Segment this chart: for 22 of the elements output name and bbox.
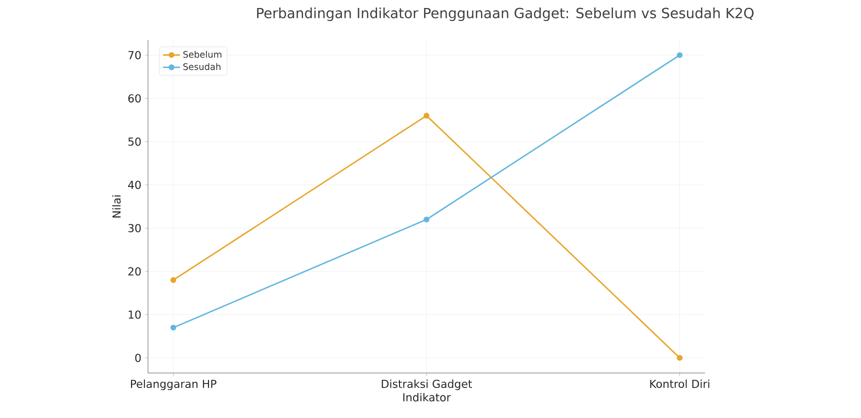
y-tick-label: 70: [128, 51, 141, 60]
x-tick-label: Pelanggaran HP: [131, 380, 216, 390]
y-tick-label: 60: [128, 94, 141, 103]
y-tick-label: 0: [135, 354, 141, 362]
point: [170, 277, 176, 283]
y-tick-label: 10: [128, 310, 141, 319]
x-tick-label: Distraksi Gadget: [382, 380, 472, 390]
y-axis-title: Nilai: [112, 196, 121, 218]
y-tick-label: 50: [128, 137, 141, 146]
y-tick-label: 30: [128, 224, 141, 232]
legend-label: Sebelum: [183, 50, 222, 58]
legend-label: Sesudah: [183, 63, 220, 70]
y-tick-label: 20: [128, 267, 141, 276]
chart-title: Perbandingan Indikator Penggunaan Gadget: Sebelum vs Sesudah K2Q: [257, 8, 754, 22]
point: [424, 216, 430, 222]
point: [676, 354, 683, 361]
point: [424, 112, 430, 119]
y-tick-label: 40: [128, 180, 141, 190]
x-axis-title: Indikator: [403, 392, 451, 402]
point: [676, 52, 683, 58]
point: [170, 324, 176, 330]
x-tick-label: Kontrol Diri: [650, 380, 710, 388]
